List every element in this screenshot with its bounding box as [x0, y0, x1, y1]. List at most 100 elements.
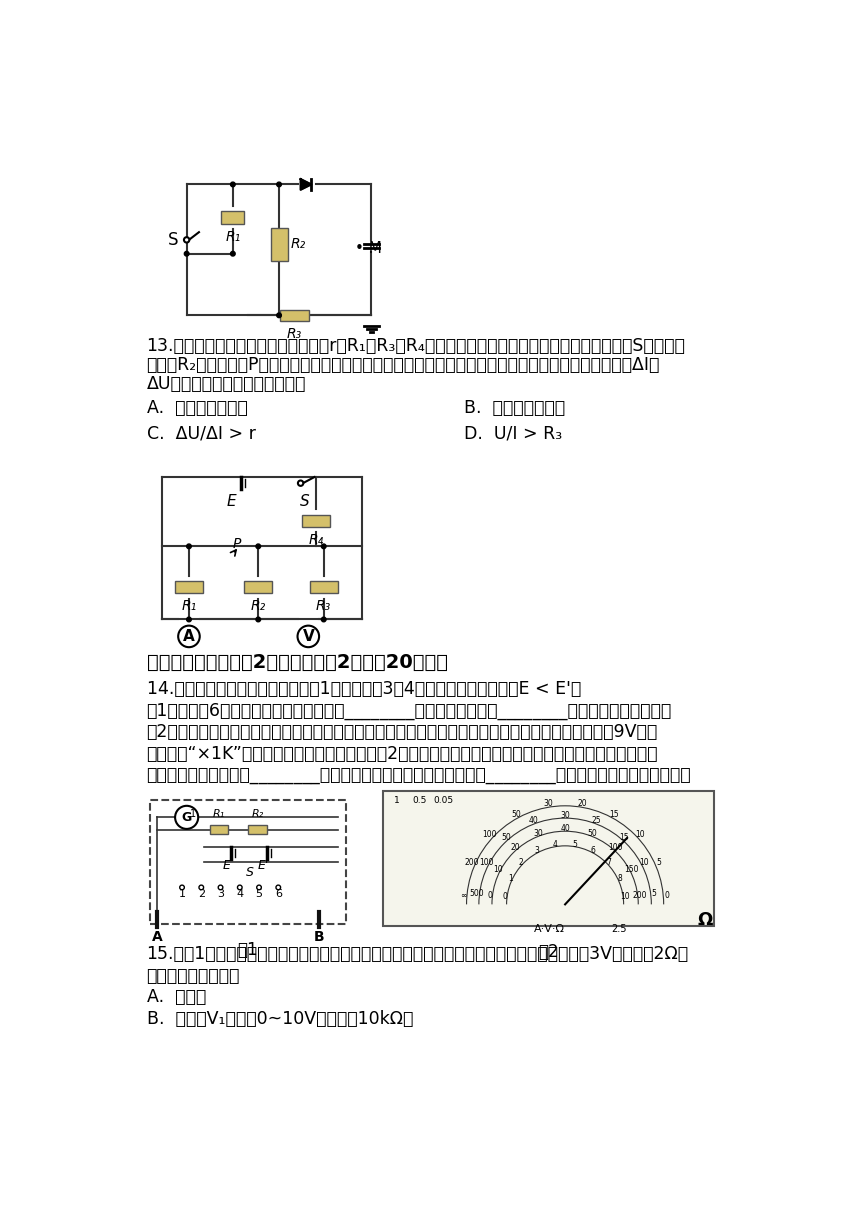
- Text: 30: 30: [533, 829, 544, 838]
- Text: 1: 1: [179, 889, 186, 900]
- Circle shape: [184, 252, 189, 257]
- Circle shape: [218, 885, 223, 890]
- Text: A.  电池组: A. 电池组: [146, 989, 206, 1007]
- Circle shape: [187, 618, 191, 621]
- Text: A: A: [152, 930, 163, 944]
- Text: 0: 0: [488, 890, 493, 900]
- Bar: [271, 229, 287, 260]
- Text: 3: 3: [534, 846, 539, 855]
- Text: （1）图中的6个档位中，大量程电流档是________，高倍率欧姆档是________。（均填写档位序号）: （1）图中的6个档位中，大量程电流档是________，高倍率欧姆档是_____…: [146, 702, 672, 720]
- Text: A.  电压表示数变大: A. 电压表示数变大: [146, 399, 248, 417]
- Text: D.  U/I > R₃: D. U/I > R₃: [464, 424, 562, 443]
- Text: 5: 5: [656, 858, 661, 867]
- Text: R₁: R₁: [181, 599, 197, 613]
- Text: G: G: [181, 811, 192, 824]
- Circle shape: [230, 182, 235, 187]
- Circle shape: [276, 885, 280, 890]
- Text: 0: 0: [665, 891, 670, 900]
- Text: R₁: R₁: [213, 810, 225, 820]
- Text: 40: 40: [529, 816, 538, 826]
- Text: R₂: R₂: [291, 237, 306, 252]
- Text: 1: 1: [190, 809, 196, 818]
- Bar: [302, 514, 330, 527]
- Text: R₂: R₂: [250, 599, 266, 613]
- Text: B.  电压表V₁（量程0~10V，内阱剆10kΩ）: B. 电压表V₁（量程0~10V，内阱剆10kΩ）: [146, 1009, 413, 1028]
- Text: 变阱器R₂的滑动触头P向右滑动时，电表的示数都发生变化，电流表和电压表的示数变化量的大小分别为ΔI、: 变阱器R₂的滑动触头P向右滑动时，电表的示数都发生变化，电流表和电压表的示数变化…: [146, 356, 660, 375]
- Circle shape: [175, 806, 198, 829]
- Text: 15: 15: [609, 810, 618, 818]
- Text: 20: 20: [577, 799, 587, 807]
- Text: E: E: [226, 494, 237, 510]
- Circle shape: [187, 544, 191, 548]
- Text: 30: 30: [560, 811, 570, 820]
- Text: 50: 50: [501, 833, 511, 841]
- Text: R₃: R₃: [287, 327, 302, 340]
- Circle shape: [322, 544, 326, 548]
- Circle shape: [277, 182, 281, 187]
- Text: 7: 7: [606, 857, 611, 867]
- Bar: [280, 310, 309, 321]
- Text: ΔU，下列说法正确的是（　　）: ΔU，下列说法正确的是（ ）: [146, 376, 306, 394]
- Bar: [210, 826, 228, 834]
- Text: 则所测电压表内阱约为________（结果保留两位有效数字），量程为________（结果保留一位有效数字）。: 则所测电压表内阱约为________（结果保留两位有效数字），量程为______…: [146, 766, 691, 784]
- Text: 15: 15: [619, 833, 630, 841]
- Circle shape: [256, 544, 261, 548]
- Text: A·V·Ω: A·V·Ω: [534, 924, 565, 934]
- Polygon shape: [301, 179, 311, 190]
- Circle shape: [184, 237, 189, 242]
- Text: 20: 20: [510, 844, 520, 852]
- Text: 50: 50: [512, 810, 521, 818]
- Text: • M: • M: [354, 241, 381, 255]
- Text: 100: 100: [482, 831, 497, 839]
- Text: 图2: 图2: [538, 942, 559, 961]
- Text: 6: 6: [591, 846, 596, 855]
- Text: 8: 8: [617, 874, 623, 883]
- Circle shape: [277, 313, 281, 317]
- Text: E: E: [223, 858, 230, 872]
- Text: 4: 4: [553, 840, 558, 849]
- Text: V: V: [303, 629, 314, 644]
- Circle shape: [237, 885, 243, 890]
- Text: 10: 10: [621, 893, 630, 901]
- Text: 6: 6: [275, 889, 282, 900]
- Text: B.  电流表示数变小: B. 电流表示数变小: [464, 399, 565, 417]
- Text: B: B: [314, 930, 324, 944]
- Text: 10: 10: [494, 865, 503, 874]
- Bar: [310, 581, 338, 593]
- Text: ∞: ∞: [460, 891, 466, 900]
- Text: C.  ΔU/ΔI > r: C. ΔU/ΔI > r: [146, 424, 255, 443]
- Circle shape: [230, 252, 235, 257]
- Text: R₃: R₃: [316, 599, 331, 613]
- Circle shape: [180, 885, 184, 890]
- Text: 200: 200: [464, 858, 479, 867]
- Bar: [249, 826, 267, 834]
- Text: S: S: [299, 494, 310, 510]
- Text: 1: 1: [507, 874, 513, 883]
- Circle shape: [199, 885, 204, 890]
- Text: 50: 50: [587, 829, 597, 838]
- Text: 100: 100: [608, 844, 623, 852]
- Text: 3: 3: [217, 889, 224, 900]
- Text: 用挡位为“×1K”挡，调零后测量，指针位置如图2所示。此时待测电压表指针指在表盘的四分之三刻度处。: 用挡位为“×1K”挡，调零后测量，指针位置如图2所示。此时待测电压表指针指在表盘…: [146, 745, 658, 762]
- Text: 5: 5: [651, 889, 656, 897]
- Circle shape: [322, 618, 326, 621]
- Text: 100: 100: [479, 858, 494, 867]
- Text: S: S: [168, 231, 178, 249]
- Text: （2）某探究小组欲利用多用电表的欧姆档粗测一电压表的内阱和量程，已知多用电表内电源电动勽为9V，所: （2）某探究小组欲利用多用电表的欧姆档粗测一电压表的内阱和量程，已知多用电表内电…: [146, 724, 658, 742]
- Text: 2: 2: [198, 889, 205, 900]
- Circle shape: [257, 885, 261, 890]
- Text: R₂: R₂: [251, 810, 264, 820]
- Circle shape: [298, 480, 304, 486]
- Text: 500: 500: [470, 889, 484, 897]
- Bar: [244, 581, 272, 593]
- Text: 40: 40: [560, 824, 570, 833]
- Text: 150: 150: [624, 865, 639, 874]
- Text: R₄: R₄: [309, 534, 323, 547]
- Text: 13.如图所示电路中，电源的内电阱为r，R₁、R₃、R₄均为定值电阱，电表均为理想电表。闭合电键S，当滑动: 13.如图所示电路中，电源的内电阱为r，R₁、R₃、R₄均为定值电阱，电表均为理…: [146, 337, 685, 355]
- Text: 三、实验题（本题共2个小题，每穲2分，入20分。）: 三、实验题（本题共2个小题，每穲2分，入20分。）: [146, 653, 447, 671]
- Text: 200: 200: [633, 890, 648, 900]
- Text: 0.5: 0.5: [413, 796, 427, 805]
- Text: 现提供的器材如下：: 现提供的器材如下：: [146, 967, 240, 985]
- Text: P: P: [233, 537, 241, 551]
- Text: 0: 0: [502, 893, 507, 901]
